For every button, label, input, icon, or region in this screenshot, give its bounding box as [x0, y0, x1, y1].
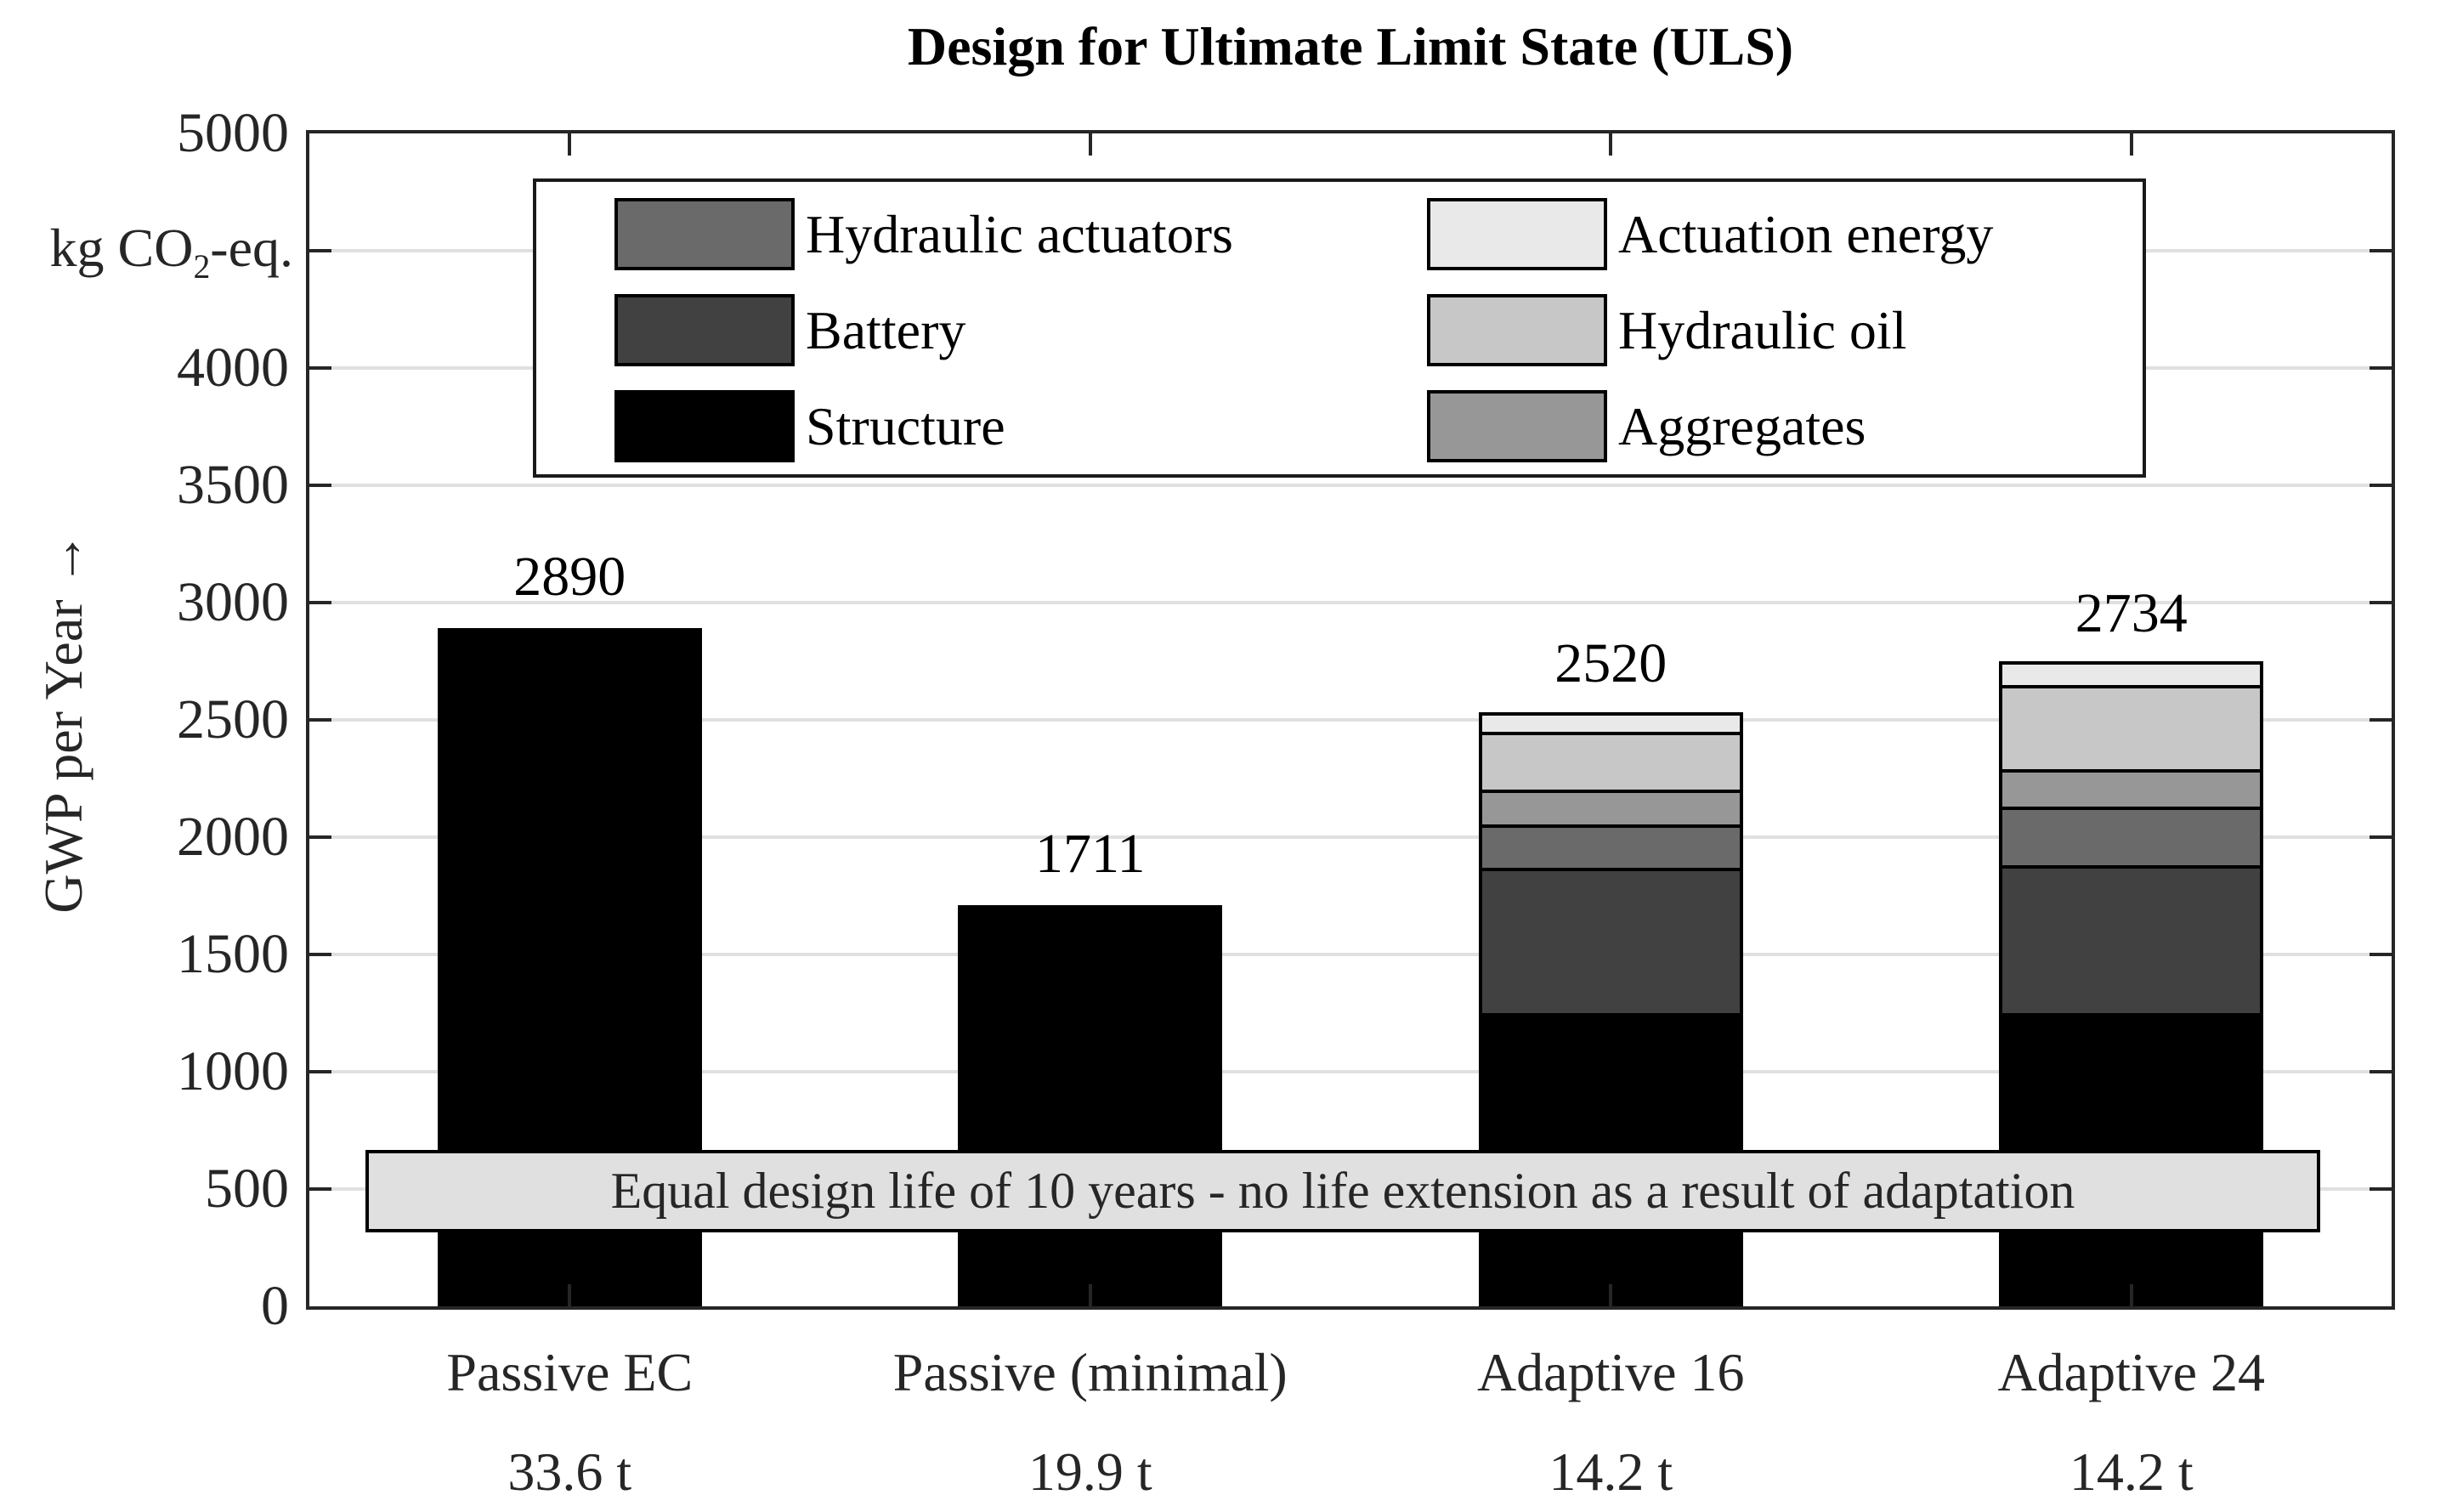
bar-segment-battery [1478, 868, 1743, 1017]
y-tick-label-3500: 3500 [177, 454, 289, 516]
y-tick-label-5000: 5000 [177, 102, 289, 164]
x-tick-top [1088, 133, 1092, 156]
x-tick-top [568, 133, 572, 156]
bar-total-label: 2520 [1554, 632, 1667, 695]
bar-segment-aggregates [1999, 769, 2264, 811]
x-tick-bottom [1088, 1284, 1092, 1306]
x-tick-top [1609, 133, 1613, 156]
y-tick-left [309, 1187, 331, 1191]
category-label: Adaptive 16 [1476, 1342, 1745, 1402]
y-tick-left [309, 718, 331, 722]
y-tick-left [309, 953, 331, 956]
bar-segment-actuation-energy [1999, 661, 2264, 688]
category-label: Adaptive 24 [1997, 1342, 2266, 1402]
y-tick-right [2370, 366, 2392, 370]
bar-total-label: 2734 [2075, 582, 2188, 645]
y-tick-label-500: 500 [205, 1158, 289, 1220]
bar-segment-structure [958, 904, 1223, 1306]
bar-total-label: 1711 [1034, 822, 1146, 885]
legend-label-aggregates: Aggregates [1618, 396, 1866, 456]
bar-segment-hydraulic-actuators [1478, 824, 1743, 872]
y-tick-right [2370, 1187, 2392, 1191]
y-tick-left [309, 835, 331, 839]
bar-segment-aggregates [1478, 789, 1743, 828]
y-tick-label-1000: 1000 [177, 1040, 289, 1102]
x-tick-bottom [2129, 1284, 2133, 1306]
legend-swatch-battery [614, 294, 795, 366]
legend-label-structure: Structure [806, 396, 1005, 456]
legend-swatch-hydraulic-oil [1427, 294, 1607, 366]
y-tick-right [2370, 1070, 2392, 1073]
legend-swatch-hydraulic-actuators [614, 198, 795, 270]
bar-segment-hydraulic-oil [1478, 731, 1743, 793]
y-tick-left [309, 366, 331, 370]
gridline-2000 [309, 835, 2392, 839]
y-tick-label-3000: 3000 [177, 571, 289, 633]
y-tick-right [2370, 249, 2392, 252]
y-tick-right [2370, 484, 2392, 487]
category-mass-label: 19.9 t [1028, 1441, 1152, 1502]
x-tick-top [2129, 133, 2133, 156]
y-tick-left [309, 484, 331, 487]
legend-swatch-structure [614, 390, 795, 462]
legend-label-hydraulic-actuators: Hydraulic actuators [806, 204, 1233, 264]
category-mass-label: 14.2 t [1549, 1441, 1673, 1502]
gridline-3500 [309, 484, 2392, 487]
bar-total-label: 2890 [513, 546, 626, 609]
legend-label-hydraulic-oil: Hydraulic oil [1618, 300, 1907, 360]
legend-label-actuation-energy: Actuation energy [1618, 204, 1994, 264]
bar-segment-hydraulic-oil [1999, 684, 2264, 773]
legend-swatch-aggregates [1427, 390, 1607, 462]
y-tick-label-1500: 1500 [177, 923, 289, 985]
y-tick-right [2370, 953, 2392, 956]
category-mass-label: 14.2 t [2069, 1441, 2194, 1502]
annotation-banner: Equal design life of 10 years - no life … [365, 1150, 2320, 1232]
category-label: Passive (minimal) [892, 1342, 1288, 1402]
y-tick-label-2000: 2000 [177, 806, 289, 868]
y-tick-right [2370, 835, 2392, 839]
y-tick-left [309, 249, 331, 252]
gridline-1000 [309, 1070, 2392, 1073]
y-tick-left [309, 1070, 331, 1073]
legend-swatch-actuation-energy [1427, 198, 1607, 270]
bar-segment-hydraulic-actuators [1999, 807, 2264, 869]
y-axis-unit-label: kg CO2-eq. [49, 218, 293, 286]
y-tick-label-4000: 4000 [177, 337, 289, 399]
category-mass-label: 33.6 t [507, 1441, 632, 1502]
x-tick-bottom [568, 1284, 572, 1306]
y-tick-left [309, 601, 331, 604]
gridline-2500 [309, 718, 2392, 722]
chart-title: Design for Ultimate Limit State (ULS) [907, 16, 1794, 76]
gridline-3000 [309, 601, 2392, 604]
y-tick-label-2500: 2500 [177, 688, 289, 750]
gridline-1500 [309, 953, 2392, 956]
y-tick-right [2370, 718, 2392, 722]
legend: Hydraulic actuators Battery Structure Actua… [533, 178, 2146, 478]
category-label: Passive EC [446, 1342, 694, 1402]
y-tick-right [2370, 601, 2392, 604]
bar-segment-battery [1999, 865, 2264, 1017]
y-tick-label-0: 0 [261, 1275, 289, 1337]
bar-segment-actuation-energy [1478, 711, 1743, 735]
legend-label-battery: Battery [806, 300, 966, 360]
x-tick-bottom [1609, 1284, 1613, 1306]
